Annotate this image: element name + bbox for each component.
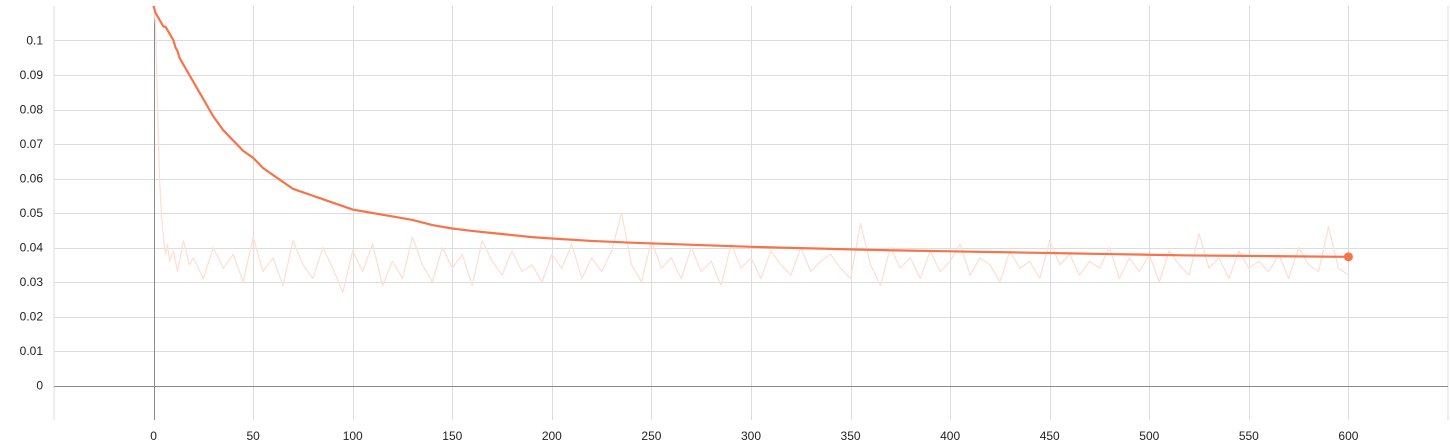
x-tick-label: 550 xyxy=(1239,429,1259,443)
y-tick-label: 0.06 xyxy=(20,172,44,186)
y-tick-label: 0.08 xyxy=(20,103,44,117)
series-end-point-marker[interactable] xyxy=(1343,252,1353,262)
y-tick-label: 0.07 xyxy=(20,137,44,151)
x-tick-label: 150 xyxy=(442,429,462,443)
y-tick-label: 0.03 xyxy=(20,275,44,289)
y-tick-label: 0.1 xyxy=(26,34,43,48)
marker-layer xyxy=(1343,252,1353,262)
grid-lines xyxy=(53,6,1449,420)
x-tick-label: 300 xyxy=(741,429,761,443)
y-tick-label: 0.09 xyxy=(20,68,44,82)
y-tick-label: 0.05 xyxy=(20,206,44,220)
x-tick-label: 100 xyxy=(343,429,363,443)
x-tick-labels: 0 50 100 150 200 250 300 350 400 450 500 550 600 xyxy=(150,429,1359,443)
series-layer xyxy=(152,6,1350,294)
x-tick-label: 500 xyxy=(1139,429,1159,443)
x-tick-label: 250 xyxy=(641,429,661,443)
y-tick-label: 0 xyxy=(36,379,43,393)
y-tick-label: 0.01 xyxy=(20,344,44,358)
x-tick-label: 400 xyxy=(940,429,960,443)
x-tick-label: 450 xyxy=(1040,429,1060,443)
raw-loss-series-line xyxy=(152,6,1349,294)
axes xyxy=(54,6,1448,420)
x-tick-label: 50 xyxy=(246,429,260,443)
y-tick-label: 0.02 xyxy=(20,310,44,324)
x-tick-label: 200 xyxy=(542,429,562,443)
y-tick-label: 0.04 xyxy=(20,241,44,255)
x-tick-label: 350 xyxy=(841,429,861,443)
y-tick-labels: 0 0.01 0.02 0.03 0.04 0.05 0.06 0.07 0.08 0.09 0.1 xyxy=(20,34,44,393)
x-tick-label: 600 xyxy=(1338,429,1358,443)
x-tick-label: 0 xyxy=(150,429,157,443)
smoothed-loss-series-line xyxy=(152,6,1350,258)
